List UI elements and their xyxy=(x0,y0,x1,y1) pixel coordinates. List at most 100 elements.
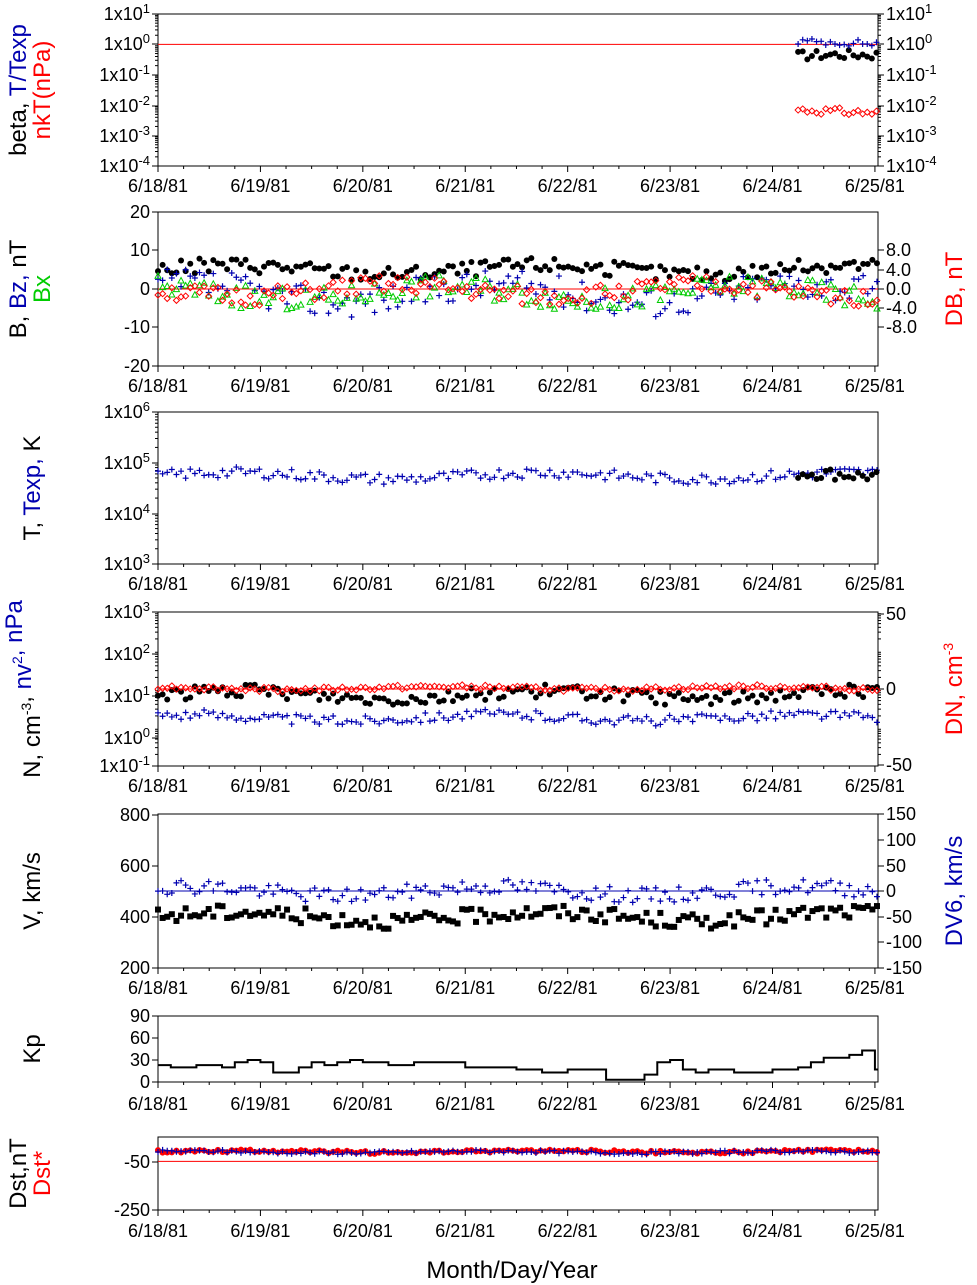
data-point xyxy=(422,710,429,717)
data-point xyxy=(343,264,350,271)
data-point xyxy=(468,713,475,720)
data-point xyxy=(680,896,687,903)
data-point xyxy=(232,283,241,291)
data-point xyxy=(781,473,788,480)
x-tick-label: 6/18/81 xyxy=(128,574,188,594)
data-point xyxy=(454,270,461,277)
data-point xyxy=(698,1150,705,1157)
data-point xyxy=(265,714,272,721)
left-tick-label: 90 xyxy=(130,1006,150,1026)
data-point xyxy=(389,292,397,300)
y-axis-label: Kp xyxy=(19,1034,46,1063)
data-point xyxy=(837,264,844,271)
data-point xyxy=(481,281,489,290)
data-point xyxy=(311,476,318,483)
data-point xyxy=(307,260,314,267)
data-point xyxy=(209,279,218,287)
series-1 xyxy=(155,464,880,488)
data-point xyxy=(509,710,516,717)
data-point xyxy=(822,682,830,690)
data-point xyxy=(795,257,802,264)
data-point xyxy=(546,882,553,889)
data-point xyxy=(818,38,825,45)
data-point xyxy=(201,882,208,889)
data-point xyxy=(587,683,595,692)
data-point xyxy=(417,886,424,893)
data-point xyxy=(315,687,324,695)
data-point xyxy=(680,266,687,273)
data-point xyxy=(605,291,614,300)
series-1 xyxy=(155,255,880,284)
data-point xyxy=(795,694,802,701)
data-point xyxy=(671,266,678,273)
x-tick-label: 6/24/81 xyxy=(742,176,802,196)
data-point xyxy=(868,300,877,308)
data-point xyxy=(532,887,539,894)
data-point xyxy=(753,681,761,689)
data-point xyxy=(241,301,250,309)
data-point xyxy=(685,697,692,704)
data-point xyxy=(860,694,867,701)
data-point xyxy=(735,717,742,724)
data-point xyxy=(647,685,655,693)
data-point xyxy=(205,268,212,275)
data-point xyxy=(413,479,420,486)
data-point xyxy=(596,687,605,696)
x-tick-label: 6/20/81 xyxy=(333,574,393,594)
data-point xyxy=(804,889,811,896)
data-point xyxy=(648,919,655,926)
data-point xyxy=(353,719,360,726)
data-point xyxy=(835,104,844,112)
data-point xyxy=(795,708,802,715)
data-point xyxy=(624,296,632,304)
data-point xyxy=(583,695,590,702)
data-point xyxy=(491,711,498,718)
data-point xyxy=(555,263,562,270)
x-tick-label: 6/25/81 xyxy=(845,776,905,796)
data-point xyxy=(454,920,461,927)
data-point xyxy=(173,917,180,924)
data-point xyxy=(458,280,467,288)
x-tick-label: 6/19/81 xyxy=(230,978,290,998)
data-point xyxy=(597,689,604,696)
data-point xyxy=(606,718,613,725)
data-point xyxy=(426,692,433,699)
data-point xyxy=(210,709,217,716)
data-point xyxy=(343,922,350,929)
x-tick-label: 6/22/81 xyxy=(538,376,598,396)
data-point xyxy=(813,293,821,301)
data-point xyxy=(348,276,355,283)
data-point xyxy=(823,914,830,921)
data-point xyxy=(712,1149,719,1156)
data-point xyxy=(463,468,470,475)
data-point xyxy=(666,273,673,280)
data-point xyxy=(279,472,286,479)
data-point xyxy=(837,880,844,887)
left-tick-label: 1x100 xyxy=(104,725,150,748)
data-point xyxy=(831,294,840,302)
data-point xyxy=(634,264,641,271)
data-point xyxy=(436,292,443,299)
data-point xyxy=(164,710,171,717)
data-point xyxy=(246,301,255,310)
data-point xyxy=(606,906,613,913)
data-point xyxy=(513,682,522,691)
data-point xyxy=(505,273,512,280)
data-point xyxy=(348,313,355,320)
data-point xyxy=(620,912,627,919)
data-point xyxy=(781,683,789,692)
data-point xyxy=(274,882,281,889)
data-point xyxy=(864,712,871,719)
data-point xyxy=(297,893,304,900)
data-point xyxy=(287,303,296,311)
data-point xyxy=(610,293,618,302)
data-point xyxy=(758,1147,765,1154)
data-point xyxy=(850,282,858,290)
data-point xyxy=(307,713,314,720)
data-point xyxy=(633,685,642,694)
right-tick-label: 150 xyxy=(886,804,916,824)
data-point xyxy=(504,292,512,301)
data-point xyxy=(854,294,863,302)
x-tick-label: 6/20/81 xyxy=(333,376,393,396)
x-tick-label: 6/23/81 xyxy=(640,1094,700,1114)
